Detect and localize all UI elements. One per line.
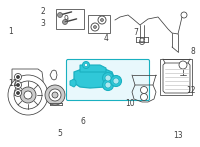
Text: 10: 10: [125, 99, 135, 108]
Circle shape: [140, 86, 148, 93]
Circle shape: [91, 23, 99, 31]
Circle shape: [17, 91, 20, 95]
Circle shape: [102, 80, 114, 91]
Circle shape: [52, 92, 58, 98]
Text: 11: 11: [8, 79, 18, 88]
Circle shape: [15, 74, 22, 81]
Circle shape: [101, 19, 104, 21]
Text: 13: 13: [173, 131, 183, 141]
Circle shape: [98, 16, 106, 24]
Circle shape: [17, 83, 20, 86]
Text: 3: 3: [41, 19, 45, 28]
Text: 2: 2: [41, 6, 45, 16]
Circle shape: [14, 81, 42, 109]
Polygon shape: [80, 65, 106, 72]
Circle shape: [105, 75, 111, 81]
FancyBboxPatch shape: [67, 60, 150, 101]
Circle shape: [105, 82, 111, 88]
Circle shape: [20, 87, 36, 103]
FancyBboxPatch shape: [88, 15, 110, 33]
Circle shape: [63, 20, 68, 25]
Text: 5: 5: [58, 128, 62, 138]
Circle shape: [94, 25, 97, 29]
Circle shape: [85, 64, 88, 66]
Circle shape: [83, 61, 90, 69]
Circle shape: [102, 72, 114, 83]
Circle shape: [8, 75, 48, 115]
Text: 8: 8: [191, 47, 195, 56]
Circle shape: [15, 81, 22, 88]
Text: 12: 12: [186, 86, 196, 95]
Circle shape: [179, 61, 187, 69]
Circle shape: [49, 89, 61, 101]
Text: 9: 9: [64, 15, 68, 24]
FancyBboxPatch shape: [56, 9, 84, 29]
Polygon shape: [70, 79, 76, 87]
Circle shape: [140, 40, 144, 45]
Text: 6: 6: [81, 117, 85, 126]
Circle shape: [58, 12, 63, 17]
Circle shape: [113, 78, 119, 84]
Polygon shape: [74, 69, 114, 88]
Circle shape: [110, 76, 122, 86]
Text: 7: 7: [134, 28, 138, 37]
Circle shape: [140, 38, 144, 42]
Circle shape: [140, 93, 148, 101]
Text: 1: 1: [9, 27, 13, 36]
Circle shape: [17, 76, 20, 78]
Text: 4: 4: [104, 34, 108, 43]
Circle shape: [24, 91, 32, 99]
Circle shape: [181, 12, 187, 18]
Circle shape: [15, 90, 22, 96]
Circle shape: [45, 85, 65, 105]
FancyBboxPatch shape: [160, 59, 192, 95]
